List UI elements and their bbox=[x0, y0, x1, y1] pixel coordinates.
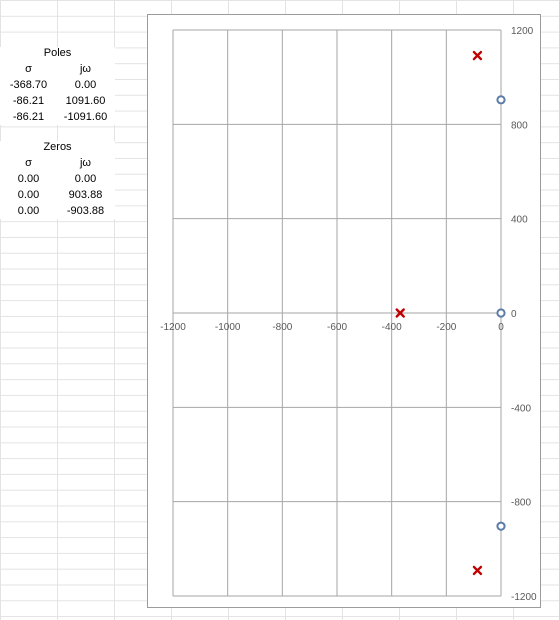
y-tick-label: 1200 bbox=[511, 26, 534, 37]
poles-r1-jw: 0.00 bbox=[74, 79, 97, 91]
x-tick-label: -200 bbox=[436, 322, 456, 333]
x-tick-label: -1000 bbox=[215, 322, 241, 333]
poles-r3-sigma: -86.21 bbox=[12, 111, 45, 123]
zeros-r2-sigma: 0.00 bbox=[17, 189, 40, 201]
zero-marker bbox=[496, 521, 506, 531]
zeros-r3-sigma: 0.00 bbox=[17, 205, 40, 217]
y-tick-label: -400 bbox=[511, 403, 531, 414]
y-tick-label: 800 bbox=[511, 120, 528, 131]
zeros-col-jw: jω bbox=[79, 157, 92, 169]
zeros-col-sigma: σ bbox=[25, 157, 32, 169]
pole-marker bbox=[472, 565, 483, 576]
poles-r2-jw: 1091.60 bbox=[65, 95, 106, 107]
poles-table: Poles σ jω -368.70 0.00 -86.21 1091.60 -… bbox=[0, 47, 115, 125]
poles-r2-sigma: -86.21 bbox=[12, 95, 45, 107]
x-tick-label: 0 bbox=[498, 322, 504, 333]
zeros-r1-sigma: 0.00 bbox=[17, 173, 40, 185]
pole-zero-chart[interactable]: -1200 -1000 -800 -600 -400 -200 0 1200 800 400 0 -4… bbox=[147, 14, 541, 608]
pole-marker bbox=[472, 50, 483, 61]
pole-marker bbox=[395, 308, 405, 318]
zero-marker bbox=[496, 95, 506, 105]
y-tick-label: -800 bbox=[511, 498, 531, 509]
poles-col-sigma: σ bbox=[25, 63, 32, 75]
x-tick-label: -600 bbox=[327, 322, 347, 333]
y-tick-label: 400 bbox=[511, 215, 528, 226]
poles-title: Poles bbox=[43, 47, 72, 59]
x-tick-label: -800 bbox=[272, 322, 292, 333]
zeros-r1-jw: 0.00 bbox=[74, 173, 97, 185]
zero-marker bbox=[496, 308, 506, 318]
poles-r1-sigma: -368.70 bbox=[9, 79, 48, 91]
zeros-title: Zeros bbox=[43, 141, 72, 153]
poles-r3-jw: -1091.60 bbox=[63, 111, 108, 123]
poles-col-jw: jω bbox=[79, 63, 92, 75]
zeros-r2-jw: 903.88 bbox=[68, 189, 103, 201]
zeros-r3-jw: -903.88 bbox=[66, 205, 105, 217]
zeros-table: Zeros σ jω 0.00 0.00 0.00 903.88 0.00 -9… bbox=[0, 141, 115, 219]
x-tick-label: -1200 bbox=[160, 322, 186, 333]
y-tick-label: -1200 bbox=[511, 592, 537, 603]
x-tick-label: -400 bbox=[382, 322, 402, 333]
y-tick-label: 0 bbox=[511, 309, 517, 320]
chart-plot: -1200 -1000 -800 -600 -400 -200 0 1200 800 400 0 -4… bbox=[160, 26, 537, 603]
